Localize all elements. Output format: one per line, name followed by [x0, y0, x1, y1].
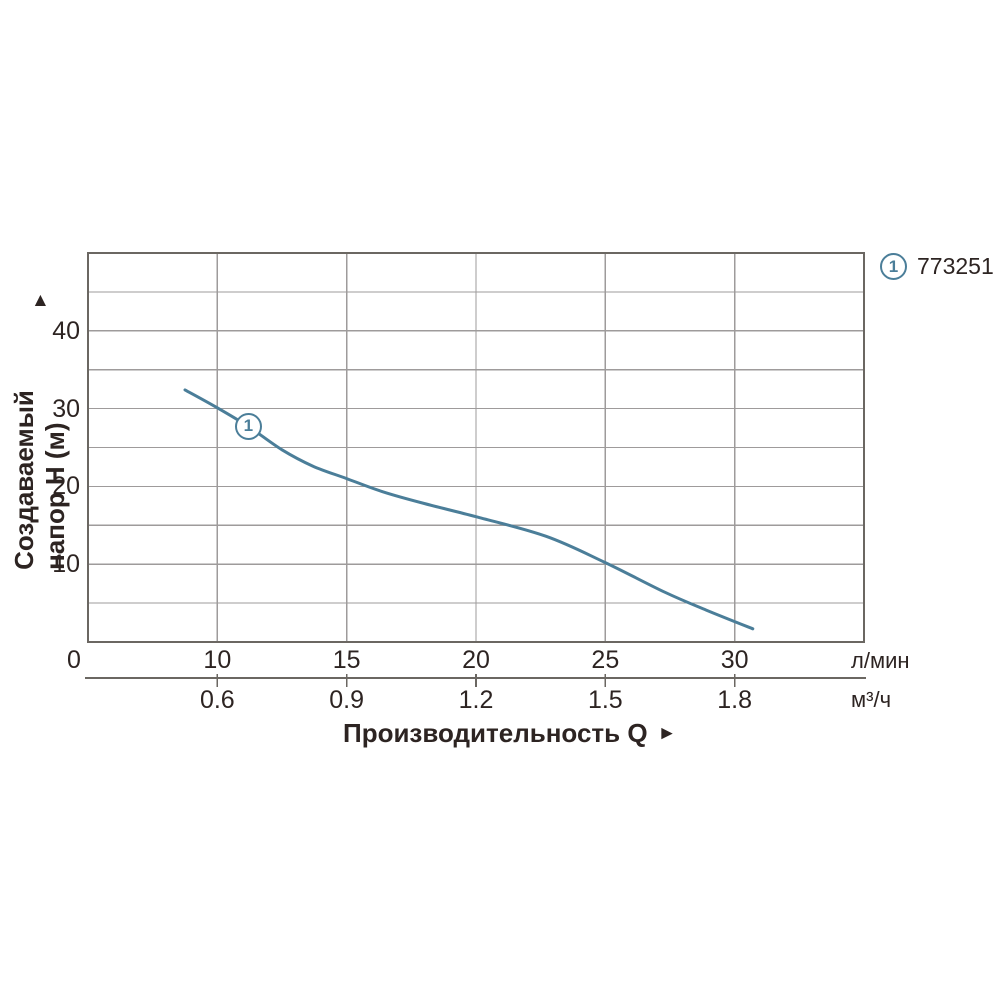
y-axis-up-arrow-icon: ▲ [31, 290, 50, 311]
x-tick-primary-label: 30 [720, 646, 749, 674]
x-tick-secondary-label: 0.6 [199, 686, 235, 714]
x-tick-secondary-label: 0.9 [329, 686, 365, 714]
y-tick-label: 40 [52, 316, 80, 345]
x-tick-primary-label: 25 [591, 646, 620, 674]
legend-series-number: 1 [888, 256, 899, 276]
x-tick-secondary-label: 1.8 [717, 686, 753, 714]
x-axis-title-row: Производительность Q ► [343, 720, 676, 746]
y-tick-label: 10 [52, 550, 80, 579]
x-tick-primary-label: 10 [203, 646, 232, 674]
x-axis-origin-label: 0 [67, 646, 81, 674]
x-axis-title: Производительность Q [343, 718, 648, 748]
x-axis-unit-primary: л/мин [851, 648, 910, 673]
x-tick-secondary-label: 1.2 [458, 686, 494, 714]
plot-border [87, 252, 865, 643]
y-tick-label: 30 [52, 394, 80, 423]
x-axis-unit-secondary: м³/ч [851, 687, 892, 712]
y-tick-label: 20 [52, 472, 80, 501]
x-axis-right-arrow-icon: ► [657, 722, 677, 744]
curve-marker-number: 1 [243, 416, 254, 436]
legend-series-code: 773251 [917, 253, 994, 279]
y-axis-title: Создаваемый напор Н (м) [9, 390, 70, 570]
x-tick-primary-label: 20 [462, 646, 490, 674]
x-tick-primary-label: 15 [332, 646, 361, 674]
curve-marker-badge: 1 [234, 412, 262, 440]
performance-curve [183, 388, 755, 631]
legend-series-badge: 1 [880, 253, 907, 280]
x-tick-secondary-label: 1.5 [587, 686, 623, 714]
